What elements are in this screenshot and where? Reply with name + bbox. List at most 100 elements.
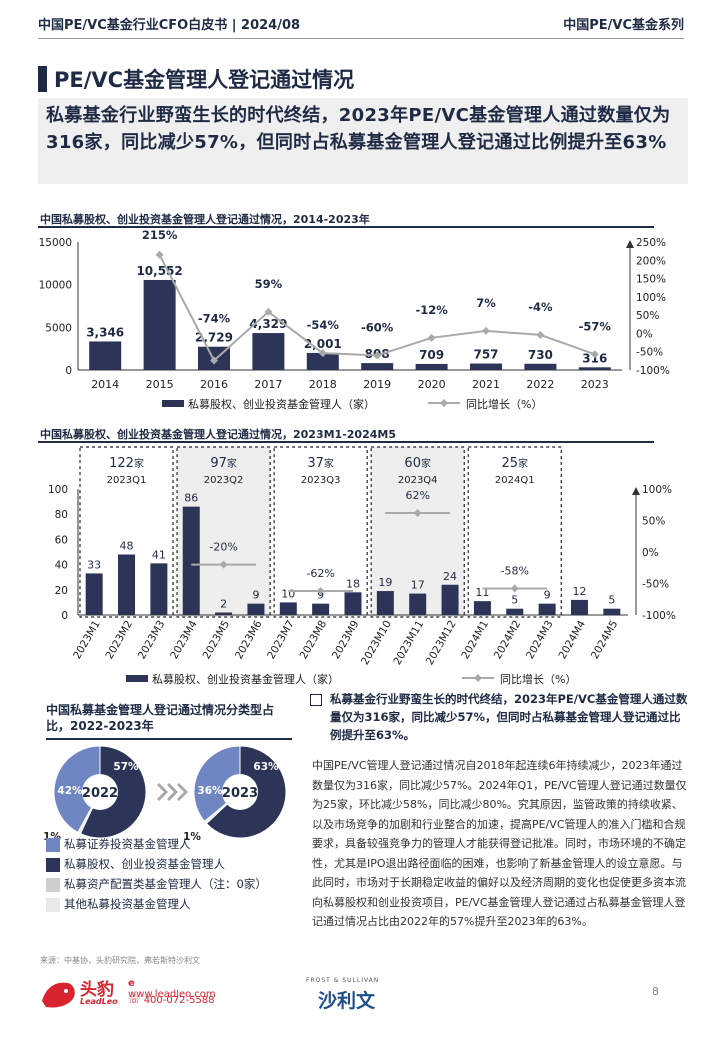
bar-data-label: 757 [473,348,498,362]
legend-label: 其他私募投资基金管理人 [64,897,191,911]
pie-slice-label: 63% [253,761,279,773]
legend-line-marker [474,674,482,682]
bar-data-label: 10 [281,587,295,600]
quarter-count-unit: 家 [518,457,528,470]
x-tick-label: 2023M8 [298,619,330,662]
pie-slice-label: 1% [183,831,201,843]
x-tick-label: 2021 [472,378,500,391]
report-header-series: 中国PE/VC基金系列 [563,18,684,33]
bar [312,603,330,615]
y2-tick-label: 250% [636,237,666,249]
chevron-right-icon [176,782,189,802]
y2-tick-label: 100% [642,484,672,496]
legend-bar-swatch [126,675,148,682]
x-tick-label: 2022 [526,378,554,391]
legend-swatch [46,897,60,912]
pie-hole [82,774,118,810]
title-accent-bar [38,66,47,92]
x-tick-label: 2023M2 [104,619,136,662]
y-tick-label: 0 [65,365,72,377]
growth-point [316,587,325,596]
y2-tick-label: 200% [636,255,666,267]
brand-cn: 头豹 [80,980,114,1000]
chevron-right-icon [166,782,179,802]
key-finding-banner [38,98,688,184]
x-tick-label: 2024M4 [556,618,588,661]
y2-tick-label: -100% [642,610,676,622]
analysis-paragraph: 中国PE/VC管理人登记通过情况自2018年起连续6年持续减少，2023年通过数… [312,759,687,928]
x-tick-label: 2024M3 [524,619,556,662]
sullivan-logo-cn: 沙利文 [318,990,376,1012]
quarter-name: 2023Q2 [204,475,244,486]
x-tick-label: 2024M2 [492,619,524,662]
bar [376,591,394,615]
growth-label: -60% [361,320,394,334]
bar-data-label: 9 [317,589,324,602]
brand-en: LeadLeo [80,997,118,1006]
y2-tick-label: -50% [642,579,669,591]
pie-slice-label: 36% [197,785,223,797]
x-tick-label: 2017 [254,378,282,391]
phone-text: 400-072-5588 [143,995,215,1006]
bar-data-label: 18 [346,577,360,590]
pie-slice [53,745,101,833]
legend-bar-swatch [162,400,184,407]
y-tick-label: 60 [55,534,68,546]
web-icon: e [128,978,135,989]
phone-number: ☏ 400-072-5588 [128,995,215,1006]
growth-point [155,250,164,259]
bar-data-label: 12 [572,585,586,598]
y-tick-label: 80 [55,509,68,521]
x-tick-label: 2023M6 [233,618,265,661]
pie-slice [193,745,241,823]
bar-data-label: 5 [608,594,615,607]
pie-hole [222,774,258,810]
chart2-title: 中国私募股权、创业投资基金管理人登记通过情况，2023M1-2024M5 [40,428,396,441]
pie-legend-item-other: 其他私募投资基金管理人 [46,896,191,912]
y2-tick-label: 0% [642,547,659,559]
legend-bar-label: 私募股权、创业投资基金管理人（家） [188,397,375,411]
bar-data-label: 17 [411,579,425,592]
bar-data-label: 19 [378,576,392,589]
quarter-name: 2023Q4 [398,475,438,486]
bar-data-label: 9 [544,589,551,602]
x-tick-label: 2020 [418,378,446,391]
legend-line-marker [440,399,448,407]
growth-point [536,330,545,339]
y2-tick-label: 50% [642,516,665,528]
bar [182,506,200,615]
website-link[interactable]: e www.leadleo.com [128,978,220,1000]
quarter-name: 2023Q3 [301,475,341,486]
monthly-registration-chart: 122家2023Q197家2023Q237家2023Q360家2023Q425家… [48,446,676,686]
legend-label: 私募股权、创业投资基金管理人 [64,857,225,871]
page-number: 8 [652,985,659,998]
bar-data-label: 2 [220,597,227,610]
bar [473,601,491,615]
bar [415,363,448,370]
quarter-count: 60家 [404,456,431,471]
bar [409,593,427,615]
quarter-count-unit: 家 [134,457,144,470]
x-tick-label: 2023M12 [424,619,459,668]
bar-data-label: 709 [419,348,444,362]
y-tick-label: 0 [61,610,68,622]
source-note: 来源：中基协，头豹研究院，弗若斯特沙利文 [40,956,200,965]
quarter-count-unit: 家 [227,457,237,470]
growth-point [482,326,490,335]
bar [361,363,394,370]
quarter-count-number: 37 [307,456,324,471]
pie-slice-label: 42% [57,785,83,797]
y2-tick-label: -100% [636,365,670,377]
leopard-icon [42,982,75,1008]
growth-point [413,508,422,517]
leadleo-logo: 头豹 LeadLeo e www.leadleo.com ☏ 400-072-5… [40,975,220,1015]
x-tick-label: 2016 [200,378,228,391]
annual-registration-chart: 0 5000 10000 15000 250% 200% 150% 100% 50% 0% -50%… [39,228,670,411]
y-tick-label: 5000 [45,322,72,334]
quarter-count: 25家 [501,456,528,471]
legend-label: 私募证券投资基金管理人 [64,837,191,851]
phone-icon: ☏ [128,995,144,1006]
quarter-count-unit: 家 [421,457,431,470]
x-tick-label: 2023M5 [201,619,233,662]
